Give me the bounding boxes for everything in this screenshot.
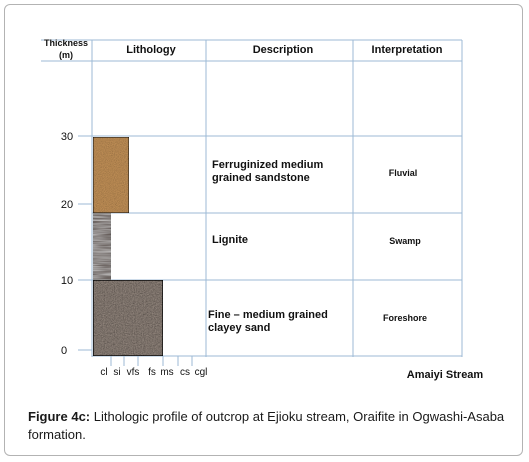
- description-clayey-sand-line1: Fine – medium grained: [208, 309, 328, 321]
- description-sandstone-line2: grained sandstone: [212, 172, 310, 184]
- grain-label-vfs: vfs: [127, 367, 140, 378]
- lithology-unit-lignite: [92, 212, 112, 281]
- grain-label-ms: ms: [160, 367, 173, 378]
- grain-label-cs: cs: [180, 367, 190, 378]
- tick-label-30: 30: [61, 131, 73, 143]
- thickness-axis: [78, 135, 92, 351]
- figure-frame: [4, 4, 523, 456]
- caption-label: Figure 4c:: [28, 409, 91, 424]
- tick-label-0: 0: [61, 345, 67, 357]
- interpretation-fluvial: Fluvial: [389, 168, 418, 178]
- grain-size-scale: [110, 356, 193, 366]
- grain-label-cl: cl: [100, 367, 107, 378]
- lithology-unit-sandstone: [92, 136, 130, 214]
- figure-caption: Figure 4c: Lithologic profile of outcrop…: [28, 408, 518, 444]
- tick-label-10: 10: [61, 275, 73, 287]
- interpretation-swamp: Swamp: [389, 236, 421, 246]
- grain-label-cgl: cgl: [195, 367, 208, 378]
- tick-label-20: 20: [61, 199, 73, 211]
- interpretation-foreshore: Foreshore: [383, 313, 427, 323]
- caption-text: Lithologic profile of outcrop at Ejioku …: [28, 409, 505, 442]
- description-clayey-sand-line2: clayey sand: [208, 322, 270, 334]
- location-label: Amaiyi Stream: [407, 369, 484, 381]
- lithology-unit-clayey-sand: [92, 279, 164, 357]
- header-thickness-unit: (m): [59, 50, 73, 60]
- description-sandstone-line1: Ferruginized medium: [212, 159, 323, 171]
- description-lignite: Lignite: [212, 234, 248, 246]
- lithology-column: [92, 136, 164, 357]
- header-description: Description: [253, 44, 314, 56]
- header-interpretation: Interpretation: [372, 44, 443, 56]
- grain-label-si: si: [113, 367, 120, 378]
- header-thickness: Thickness: [44, 38, 88, 48]
- grain-label-fs: fs: [148, 367, 156, 378]
- header-lithology: Lithology: [126, 44, 176, 56]
